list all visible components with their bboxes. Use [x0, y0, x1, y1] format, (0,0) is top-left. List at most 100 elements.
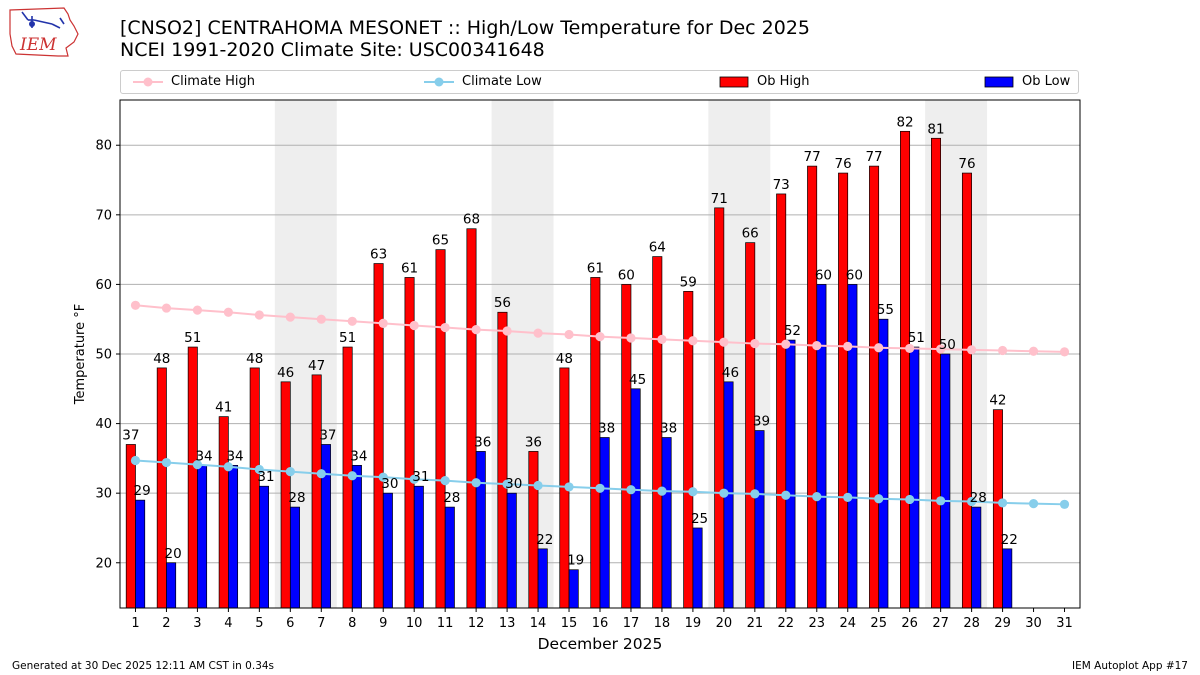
ob-high-bar [590, 277, 601, 609]
ob-low-bar [166, 562, 177, 609]
x-tick-label: 19 [685, 616, 702, 631]
legend-climate-low: Climate Low [424, 74, 542, 89]
ob-low-bar [537, 548, 548, 609]
ob-low-bar [568, 569, 579, 609]
climate-high-point [378, 318, 388, 328]
ob-low-label: 25 [691, 511, 708, 527]
climate-low-point [471, 478, 481, 488]
ob-low-bar [351, 464, 362, 609]
ob-low-label: 31 [257, 469, 274, 485]
legend-label: Climate Low [462, 74, 542, 89]
x-tick-label: 11 [437, 616, 454, 631]
climate-low-point [657, 486, 667, 496]
ob-high-bar [466, 228, 477, 609]
footer-app: IEM Autoplot App #17 [1072, 660, 1188, 672]
climate-low-point [347, 471, 357, 481]
climate-high-point [471, 325, 481, 335]
x-tick-label: 26 [901, 616, 918, 631]
ob-low-bar [259, 485, 269, 609]
ob-high-label: 56 [494, 295, 511, 311]
ob-low-label: 52 [784, 323, 801, 339]
x-tick-label: 23 [809, 616, 826, 631]
climate-low-point [1028, 499, 1039, 509]
ob-low-bar [785, 339, 796, 609]
x-tick-label: 1 [131, 616, 139, 631]
ob-low-bar [940, 353, 951, 609]
ob-low-label: 29 [134, 483, 151, 499]
climate-low-point [533, 480, 543, 491]
ob-high-label: 63 [370, 247, 387, 263]
climate-low-point [967, 496, 977, 507]
climate-low-point [285, 467, 295, 477]
climate-low-point [254, 464, 264, 475]
legend-ob-low: Ob Low [984, 74, 1070, 89]
x-tick-label: 4 [224, 616, 232, 631]
climate-high-point [254, 310, 264, 320]
x-tick-label: 22 [778, 616, 795, 631]
ob-low-label: 39 [753, 414, 770, 430]
y-tick-label: 20 [95, 556, 112, 571]
ob-low-bar [382, 492, 393, 609]
x-tick-label: 15 [561, 616, 578, 631]
climate-high-point [750, 338, 760, 349]
climate-high-point [719, 337, 729, 347]
legend-ob-high: Ob High [719, 74, 810, 89]
chart-title: [CNSO2] CENTRAHOMA MESONET :: High/Low T… [120, 17, 811, 39]
climate-low-point [688, 487, 698, 497]
climate-high-point [223, 307, 233, 317]
ob-high-label: 48 [246, 351, 263, 367]
ob-low-bar [289, 506, 300, 609]
ob-high-label: 48 [556, 351, 573, 367]
ob-low-label: 38 [660, 421, 677, 437]
ob-high-bar [528, 451, 539, 609]
climate-low-point [409, 474, 419, 484]
x-tick-label: 16 [592, 616, 609, 631]
climate-high-point [905, 343, 915, 354]
climate-high-point [657, 334, 667, 344]
ob-low-bar [506, 492, 517, 609]
ob-high-label: 61 [401, 260, 418, 276]
ob-high-bar [156, 367, 167, 609]
ob-low-label: 22 [1001, 532, 1018, 548]
ob-high-bar [931, 137, 941, 609]
climate-low-point [812, 492, 822, 502]
climate-high-point [533, 328, 543, 338]
ob-high-bar [807, 165, 818, 609]
climate-high-point [997, 345, 1008, 356]
ob-high-label: 51 [184, 330, 201, 346]
ob-low-bar [630, 388, 641, 609]
ob-high-label: 59 [680, 274, 697, 290]
x-tick-label: 8 [348, 616, 356, 631]
climate-low-point [595, 483, 605, 493]
x-tick-label: 3 [193, 616, 201, 631]
x-tick-label: 2 [162, 616, 170, 631]
climate-low-point [781, 490, 791, 500]
ob-low-label: 28 [443, 490, 460, 506]
ob-high-label: 42 [989, 393, 1006, 409]
ob-low-bar [878, 318, 889, 609]
ob-high-label: 82 [896, 114, 913, 130]
ob-high-label: 48 [153, 351, 170, 367]
ob-low-label: 51 [908, 330, 925, 346]
ob-high-label: 77 [804, 149, 821, 165]
ob-high-bar [961, 172, 972, 609]
ob-high-label: 36 [525, 434, 542, 450]
x-tick-label: 21 [747, 616, 764, 631]
x-tick-label: 14 [530, 616, 547, 631]
ob-low-label: 55 [877, 302, 894, 318]
x-tick-label: 28 [963, 616, 980, 631]
ob-high-label: 76 [835, 156, 852, 172]
ob-low-label: 45 [629, 372, 646, 388]
x-tick-label: 25 [870, 616, 887, 631]
ob-low-label: 34 [195, 448, 212, 464]
iem-logo: IEM [9, 7, 79, 57]
ob-low-label: 19 [567, 553, 584, 569]
legend-bar-swatch-icon [719, 76, 749, 87]
ob-high-label: 77 [865, 149, 882, 165]
ob-high-bar [218, 416, 229, 609]
climate-high-point [440, 322, 450, 333]
ob-high-label: 65 [432, 233, 449, 249]
y-tick-label: 50 [95, 348, 112, 363]
climate-low-point [905, 494, 915, 505]
